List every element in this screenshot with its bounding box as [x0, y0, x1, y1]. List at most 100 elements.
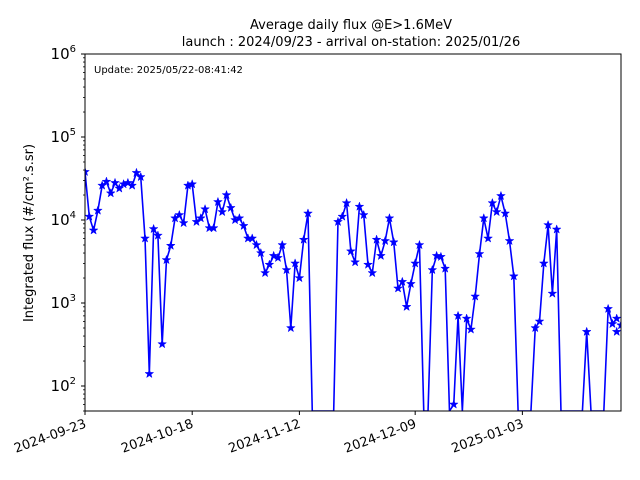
data-point-marker — [435, 251, 446, 262]
data-point-marker — [302, 208, 313, 218]
data-point-marker — [611, 326, 621, 337]
data-point-marker — [105, 187, 116, 198]
data-point-marker — [367, 267, 378, 278]
chart-subtitle: launch : 2024/09/23 - arrival on-station… — [182, 35, 520, 50]
data-point-marker — [508, 270, 519, 281]
data-point-marker — [225, 202, 236, 213]
data-point-marker — [401, 301, 412, 312]
data-point-marker — [547, 288, 558, 298]
y-tick-label: 103 — [51, 293, 76, 312]
y-tick-label: 105 — [51, 127, 76, 146]
data-point-marker — [388, 236, 399, 247]
data-point-marker — [148, 223, 159, 234]
data-point-marker — [290, 258, 301, 268]
data-point-marker — [538, 258, 549, 268]
data-point-marker — [221, 189, 232, 200]
data-point-marker — [157, 338, 168, 349]
data-point-marker — [187, 178, 198, 189]
data-point-marker — [581, 326, 592, 337]
data-point-marker — [414, 239, 425, 250]
data-point-marker — [551, 224, 562, 234]
y-tick-label: 102 — [51, 376, 76, 395]
data-point-marker — [178, 217, 189, 228]
data-point-marker — [393, 283, 404, 293]
data-point-marker — [405, 278, 416, 289]
data-point-marker — [500, 208, 511, 218]
data-point-marker — [427, 264, 438, 275]
data-point-marker — [607, 318, 618, 329]
data-point-marker — [470, 291, 481, 301]
data-point-marker — [534, 316, 545, 326]
data-point-marker — [161, 254, 172, 265]
data-point-marker — [234, 212, 245, 223]
data-point-marker — [461, 313, 472, 323]
data-point-marker — [88, 225, 99, 235]
data-point-marker — [247, 233, 258, 243]
data-point-marker — [332, 216, 343, 227]
data-point-marker — [491, 206, 502, 217]
data-point-marker — [478, 212, 489, 223]
data-point-marker — [345, 246, 356, 256]
x-tick-label: 2024-11-12 — [227, 417, 303, 457]
x-tick-label: 2024-12-09 — [342, 417, 418, 457]
x-tick-label: 2024-09-23 — [12, 417, 88, 457]
data-point-marker — [380, 235, 391, 246]
data-point-marker — [131, 167, 142, 178]
data-point-marker — [127, 180, 138, 190]
data-point-marker — [174, 209, 185, 220]
axes-frame — [84, 53, 622, 412]
data-point-marker — [101, 176, 112, 186]
data-point-marker — [530, 322, 541, 333]
chart-title: Average daily flux @E>1.6MeV — [250, 18, 452, 33]
series-line — [85, 171, 618, 411]
data-point-marker — [615, 319, 621, 330]
data-point-marker — [603, 303, 614, 314]
x-tick-label: 2024-10-18 — [119, 417, 195, 457]
data-point-marker — [268, 250, 279, 261]
data-point-marker — [255, 247, 266, 258]
data-point-marker — [110, 177, 121, 188]
data-point-marker — [453, 310, 464, 321]
data-point-marker — [251, 239, 262, 250]
x-axis: 2024-09-23 2024-10-18 2024-11-12 2024-12-09… — [12, 411, 526, 457]
y-axis: 102 103 104 105 106 — [51, 44, 85, 412]
data-point-marker — [195, 212, 206, 223]
data-point-marker — [238, 220, 249, 231]
data-point-marker — [341, 197, 352, 208]
x-tick-label: 2025-01-03 — [450, 417, 526, 457]
data-point-marker — [504, 235, 515, 246]
data-point-marker — [354, 201, 365, 211]
data-point-marker — [384, 212, 395, 223]
data-point-marker — [483, 233, 494, 243]
data-point-marker — [474, 248, 485, 259]
data-point-marker — [337, 211, 348, 221]
data-point-marker — [298, 234, 309, 244]
data-point-marker — [294, 272, 305, 283]
data-point-marker — [85, 166, 91, 177]
data-point-marker — [350, 256, 361, 267]
data-point-marker — [440, 263, 451, 273]
data-point-marker — [135, 171, 146, 182]
data-point-marker — [217, 206, 228, 217]
data-point-marker — [200, 203, 211, 214]
data-point-marker — [208, 222, 219, 233]
data-point-marker — [371, 234, 382, 244]
data-point-marker — [611, 313, 621, 323]
y-tick-label: 106 — [51, 44, 76, 63]
data-point-marker — [487, 197, 498, 208]
data-point-marker — [448, 399, 459, 409]
data-point-marker — [212, 196, 223, 207]
data-point-marker — [277, 239, 288, 250]
data-point-marker — [272, 252, 283, 263]
data-point-marker — [363, 259, 374, 269]
data-point-marker — [281, 264, 292, 275]
y-axis-label: Integrated flux (#/cm².s.sr) — [22, 144, 37, 322]
data-point-marker — [358, 209, 369, 220]
data-point-marker — [264, 259, 275, 269]
y-tick-label: 104 — [51, 210, 76, 229]
data-point-marker — [85, 211, 95, 221]
data-point-marker — [543, 219, 554, 230]
data-point-marker — [495, 190, 506, 201]
data-point-marker — [140, 233, 151, 243]
